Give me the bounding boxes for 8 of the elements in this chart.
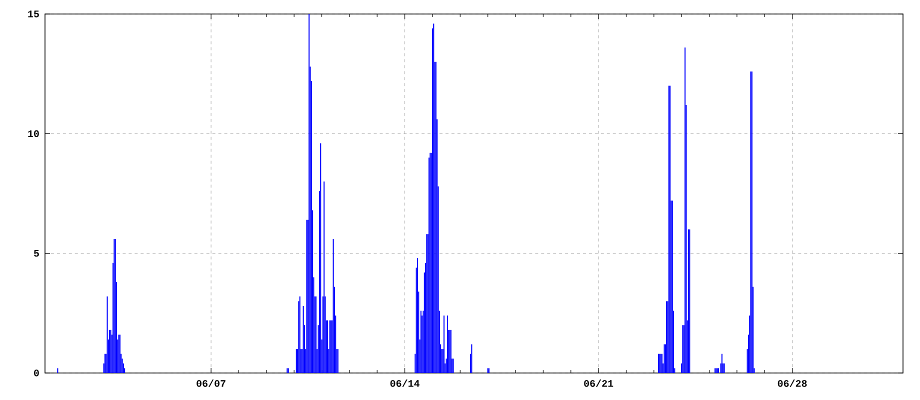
x-tick-label: 06/28 — [778, 380, 807, 387]
y-tick-label: 5 — [34, 250, 39, 257]
y-tick-label: 0 — [34, 370, 39, 376]
y-tick-label: 15 — [28, 10, 39, 18]
x-tick-label: 06/14 — [390, 380, 420, 387]
x-tick-label: 06/07 — [196, 380, 226, 387]
y-tick-label: 10 — [28, 130, 39, 138]
x-tick-label: 06/21 — [584, 380, 614, 387]
